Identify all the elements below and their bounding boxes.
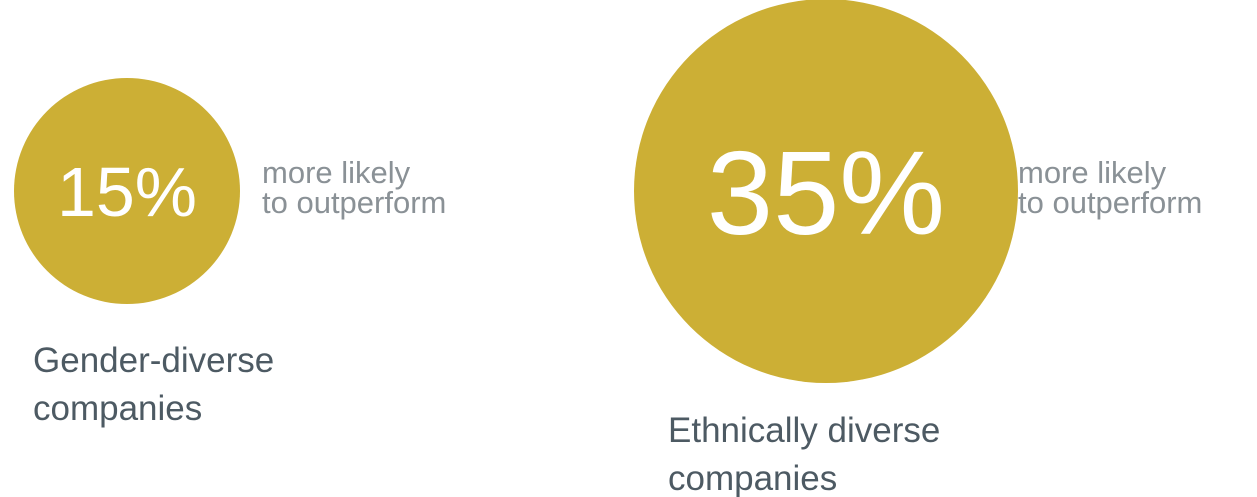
caption-line: to outperform <box>1018 185 1202 220</box>
group-label-line: companies <box>668 459 837 497</box>
group-label-line: companies <box>33 389 202 428</box>
bubble <box>634 0 1018 383</box>
caption-line: more likely <box>1018 155 1167 190</box>
bubble-value-label: 35% <box>707 127 945 260</box>
caption-line: more likely <box>262 155 411 190</box>
group-label-line: Ethnically diverse <box>668 411 940 450</box>
bubble <box>14 78 240 304</box>
bubble-value-label: 15% <box>57 153 197 231</box>
caption-line: to outperform <box>262 185 446 220</box>
group-label-line: Gender-diverse <box>33 341 274 380</box>
